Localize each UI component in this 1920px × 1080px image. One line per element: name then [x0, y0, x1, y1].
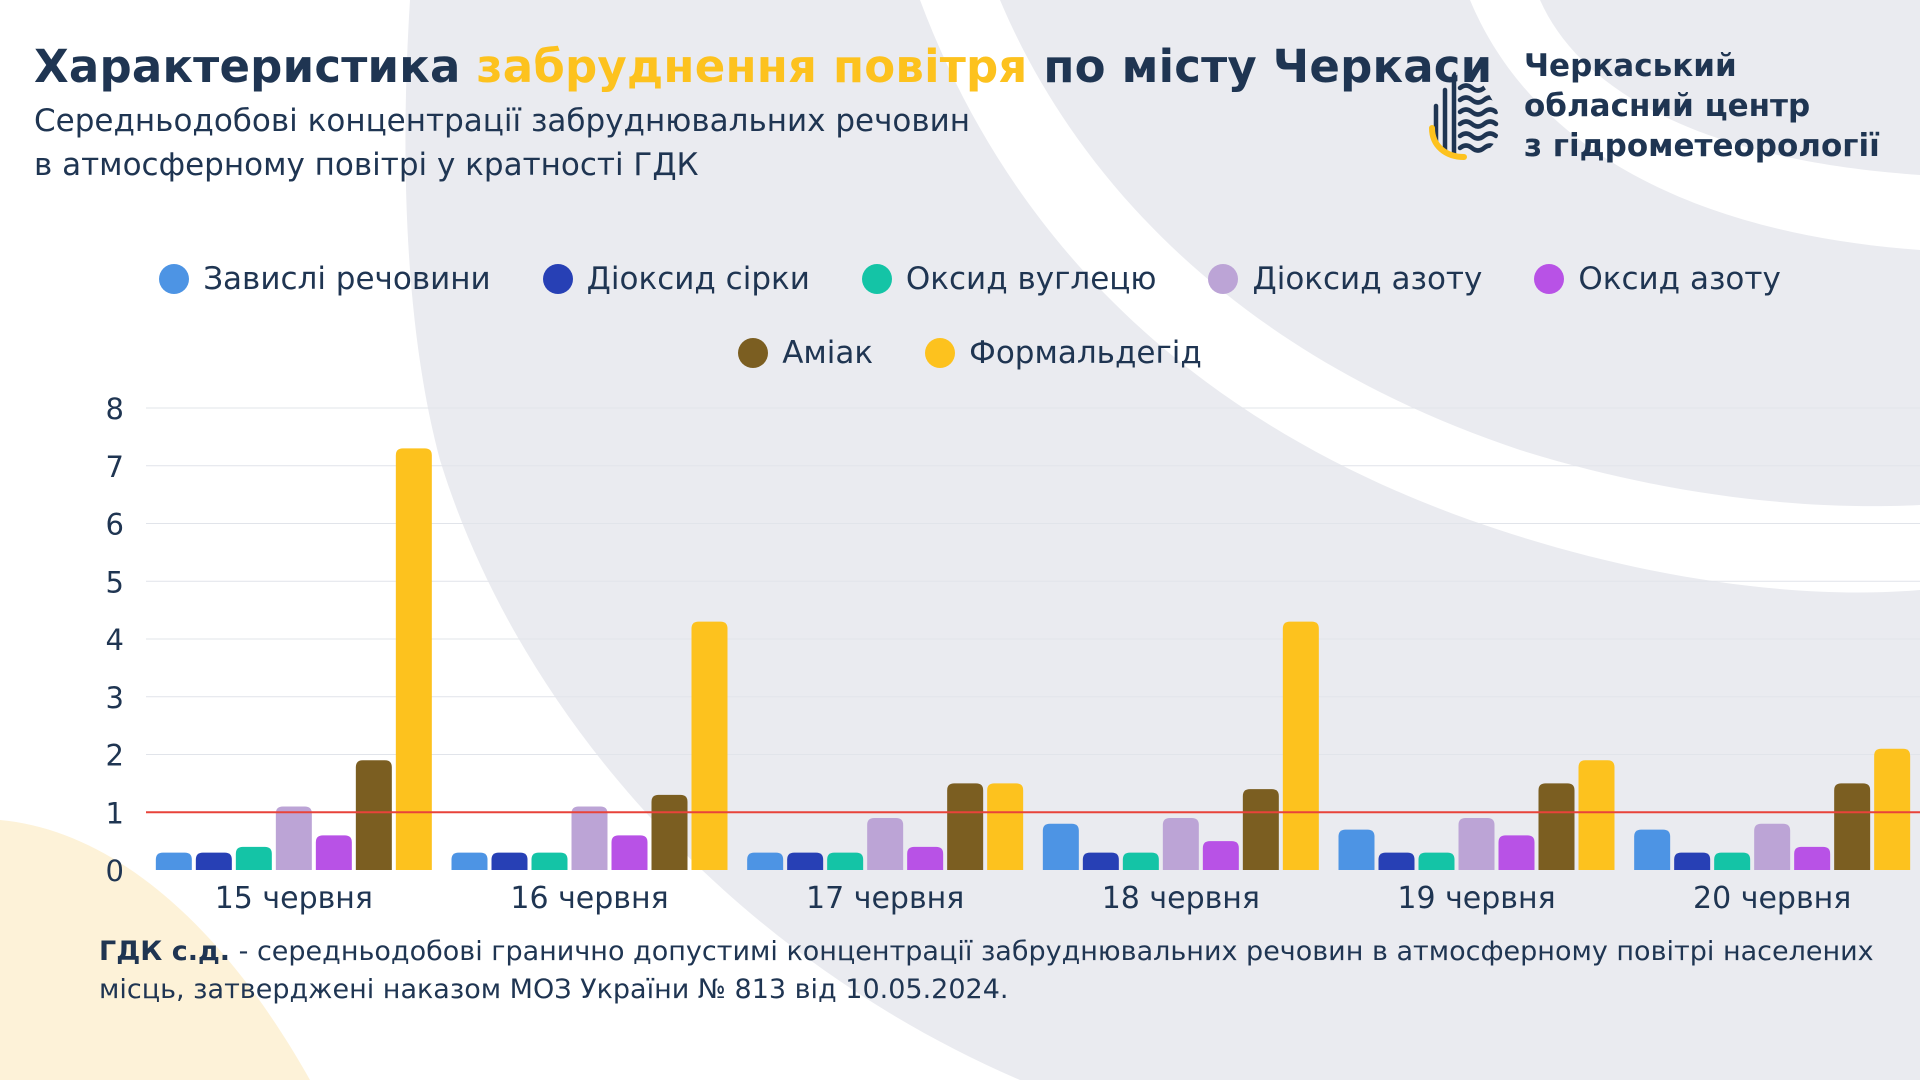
bar	[1458, 818, 1495, 870]
title-part-1: Характеристика	[34, 40, 461, 93]
legend-label: Діоксид азоту	[1252, 261, 1483, 297]
legend-swatch	[861, 264, 892, 294]
y-tick-label: 5	[106, 565, 124, 599]
legend-row-1: Завислі речовини Діоксид сірки Оксид вугле…	[130, 254, 1810, 304]
legend-item: Діоксид азоту	[1208, 261, 1482, 297]
legend-item: Оксид вуглецю	[861, 261, 1157, 297]
bar	[907, 846, 944, 870]
bar	[827, 852, 864, 870]
legend-item: Діоксид сірки	[542, 261, 810, 297]
legend-label: Оксид азоту	[1578, 261, 1781, 297]
bar	[1834, 783, 1871, 870]
footnote-term: ГДК с.д.	[99, 936, 231, 967]
bar	[1282, 621, 1319, 870]
logo-line-1: Черкаський	[1524, 48, 1737, 84]
bar-chart: 0 1 2 3 4 5 6 7 8 15 червня 16 червня 17 червня 18 ч…	[106, 392, 1920, 916]
y-tick-label: 4	[106, 623, 124, 657]
bar	[315, 835, 352, 870]
bar	[491, 852, 528, 870]
bar	[531, 852, 568, 870]
bar	[987, 783, 1024, 870]
bar	[747, 852, 784, 870]
organization-logo: Черкаський обласний центр з гідрометеоро…	[1426, 46, 1920, 166]
footnote-text: - середньодобові гранично допустимі конц…	[99, 936, 1874, 1005]
logo-line-3: з гідрометеорології	[1524, 128, 1880, 164]
legend-swatch	[1208, 264, 1239, 294]
bar	[1378, 852, 1415, 870]
legend-swatch	[738, 338, 769, 368]
legend-label: Формальдегід	[969, 335, 1202, 371]
bar	[787, 852, 824, 870]
bar	[1242, 789, 1279, 870]
bar	[1794, 846, 1831, 870]
y-tick-label: 1	[106, 796, 124, 830]
bar	[1202, 841, 1239, 870]
legend-label: Завислі речовини	[203, 261, 491, 297]
bar	[1754, 823, 1791, 870]
x-tick-label: 16 червня	[510, 881, 668, 916]
bar	[275, 806, 312, 870]
bar	[1874, 748, 1911, 870]
legend-item: Аміак	[738, 335, 873, 371]
y-tick-label: 0	[106, 854, 124, 888]
legend-swatch	[542, 264, 573, 294]
bar	[1634, 829, 1671, 870]
logo-text: Черкаський обласний центр з гідрометеоро…	[1524, 46, 1880, 166]
bar	[195, 852, 232, 870]
bar	[1082, 852, 1119, 870]
bar	[451, 852, 488, 870]
legend-label: Оксид вуглецю	[905, 261, 1157, 297]
bar	[1418, 852, 1455, 870]
legend-swatch	[159, 264, 190, 294]
subtitle-line-1: Середньодобові концентрації забруднюваль…	[34, 103, 971, 139]
page-subtitle: Середньодобові концентрації забруднюваль…	[34, 99, 1492, 187]
bar	[1338, 829, 1375, 870]
water-drop-logo-icon	[1429, 71, 1499, 160]
bar	[691, 621, 728, 870]
legend-label: Діоксид сірки	[586, 261, 810, 297]
legend-row-2: Аміак Формальдегід	[130, 328, 1810, 378]
bar	[155, 852, 192, 870]
page-header: Характеристика забруднення повітря по мі…	[34, 40, 1492, 187]
x-tick-label: 20 червня	[1693, 881, 1851, 916]
bar	[1122, 852, 1159, 870]
bar	[867, 818, 904, 870]
x-tick-label: 19 червня	[1397, 881, 1555, 916]
x-tick-label: 15 червня	[215, 881, 373, 916]
legend-swatch	[925, 338, 956, 368]
bar	[651, 794, 688, 870]
bar	[1714, 852, 1751, 870]
y-tick-label: 2	[106, 739, 124, 773]
legend-label: Аміак	[782, 335, 874, 371]
y-tick-label: 3	[106, 681, 124, 715]
bar	[1538, 783, 1575, 870]
y-tick-label: 7	[106, 450, 124, 484]
x-tick-label: 17 червня	[806, 881, 964, 916]
bar	[571, 806, 608, 870]
legend-item: Завислі речовини	[159, 261, 491, 297]
y-tick-label: 6	[106, 508, 124, 542]
title-part-2: по місту Черкаси	[1043, 40, 1493, 93]
logo-line-2: обласний центр	[1524, 88, 1811, 124]
y-tick-label: 8	[106, 392, 124, 426]
bar	[355, 760, 392, 870]
page-title: Характеристика забруднення повітря по мі…	[34, 40, 1492, 93]
bar	[395, 448, 432, 870]
legend-item: Оксид азоту	[1534, 261, 1781, 297]
bar	[1674, 852, 1711, 870]
bar	[611, 835, 648, 870]
legend-swatch	[1534, 264, 1565, 294]
subtitle-line-2: в атмосферному повітрі у кратності ГДК	[34, 147, 699, 183]
title-accent: забруднення повітря	[476, 40, 1028, 93]
x-tick-label: 18 червня	[1102, 881, 1260, 916]
bar	[1498, 835, 1535, 870]
bar	[1042, 823, 1079, 870]
legend-item: Формальдегід	[925, 335, 1202, 371]
footnote: ГДК с.д. - середньодобові гранично допус…	[99, 933, 1889, 1009]
chart-legend: Завислі речовини Діоксид сірки Оксид вугле…	[130, 254, 1810, 402]
bar	[947, 783, 984, 870]
bar	[235, 846, 272, 870]
bar	[1162, 818, 1199, 870]
bar	[1578, 760, 1615, 870]
